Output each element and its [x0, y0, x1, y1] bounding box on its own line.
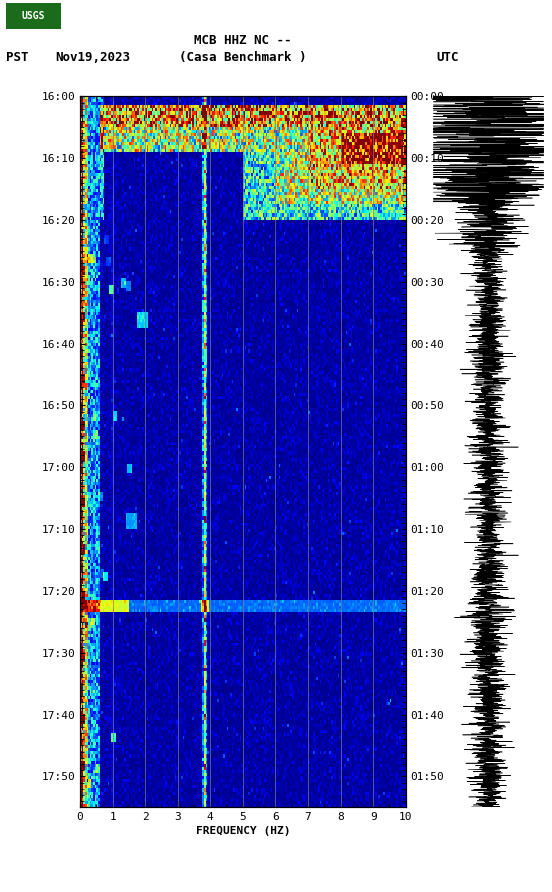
- Text: MCB HHZ NC --: MCB HHZ NC --: [194, 34, 291, 46]
- Text: (Casa Benchmark ): (Casa Benchmark ): [179, 52, 306, 64]
- Text: USGS: USGS: [22, 11, 45, 21]
- X-axis label: FREQUENCY (HZ): FREQUENCY (HZ): [195, 826, 290, 837]
- Text: Nov19,2023: Nov19,2023: [55, 52, 130, 64]
- Text: UTC: UTC: [436, 52, 459, 64]
- Text: PST: PST: [6, 52, 28, 64]
